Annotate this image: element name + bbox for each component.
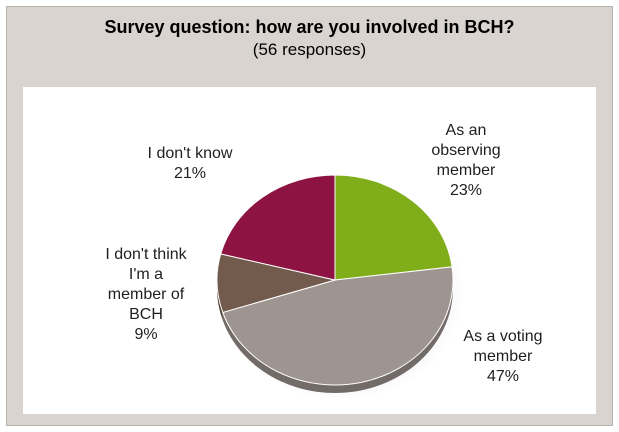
data-label-dontknow: I don't know 21%	[135, 144, 245, 184]
data-label-voting-line2: member	[473, 348, 533, 365]
data-label-dontknow-pct: 21%	[173, 165, 207, 182]
data-label-dontknow-line1: I don't know	[147, 145, 233, 162]
data-label-notmember: I don't think I'm a member of BCH 9%	[91, 245, 201, 345]
pie-slice-1	[222, 266, 454, 386]
chart-header: Survey question: how are you involved in…	[7, 15, 612, 61]
data-label-voting: As a voting member 47%	[443, 327, 563, 387]
pie-slice-0	[334, 174, 453, 281]
chart-title: Survey question: how are you involved in…	[104, 17, 515, 37]
data-label-notmember-line1: I don't think	[105, 246, 187, 263]
chart-frame: Survey question: how are you involved in…	[6, 6, 613, 426]
data-label-observing-line1: As an	[445, 122, 487, 139]
pie-slice-3	[220, 174, 336, 281]
data-label-observing-line2: observing	[431, 142, 501, 159]
data-label-notmember-line4: BCH	[129, 306, 163, 323]
data-label-observing: As an observing member 23%	[406, 121, 526, 201]
data-label-notmember-line3: member of	[107, 286, 185, 303]
pie-chart	[216, 174, 465, 402]
pie-slices	[216, 174, 454, 394]
data-label-observing-line3: member	[436, 162, 496, 179]
data-label-notmember-line2: I'm a	[128, 266, 164, 283]
data-label-voting-pct: 47%	[486, 368, 520, 385]
data-label-voting-line1: As a voting	[463, 328, 543, 345]
chart-subtitle: (56 responses)	[252, 40, 367, 59]
plot-area: As an observing member 23% As a voting m…	[23, 87, 596, 414]
data-label-notmember-pct: 9%	[134, 326, 158, 343]
data-label-observing-pct: 23%	[449, 182, 483, 199]
